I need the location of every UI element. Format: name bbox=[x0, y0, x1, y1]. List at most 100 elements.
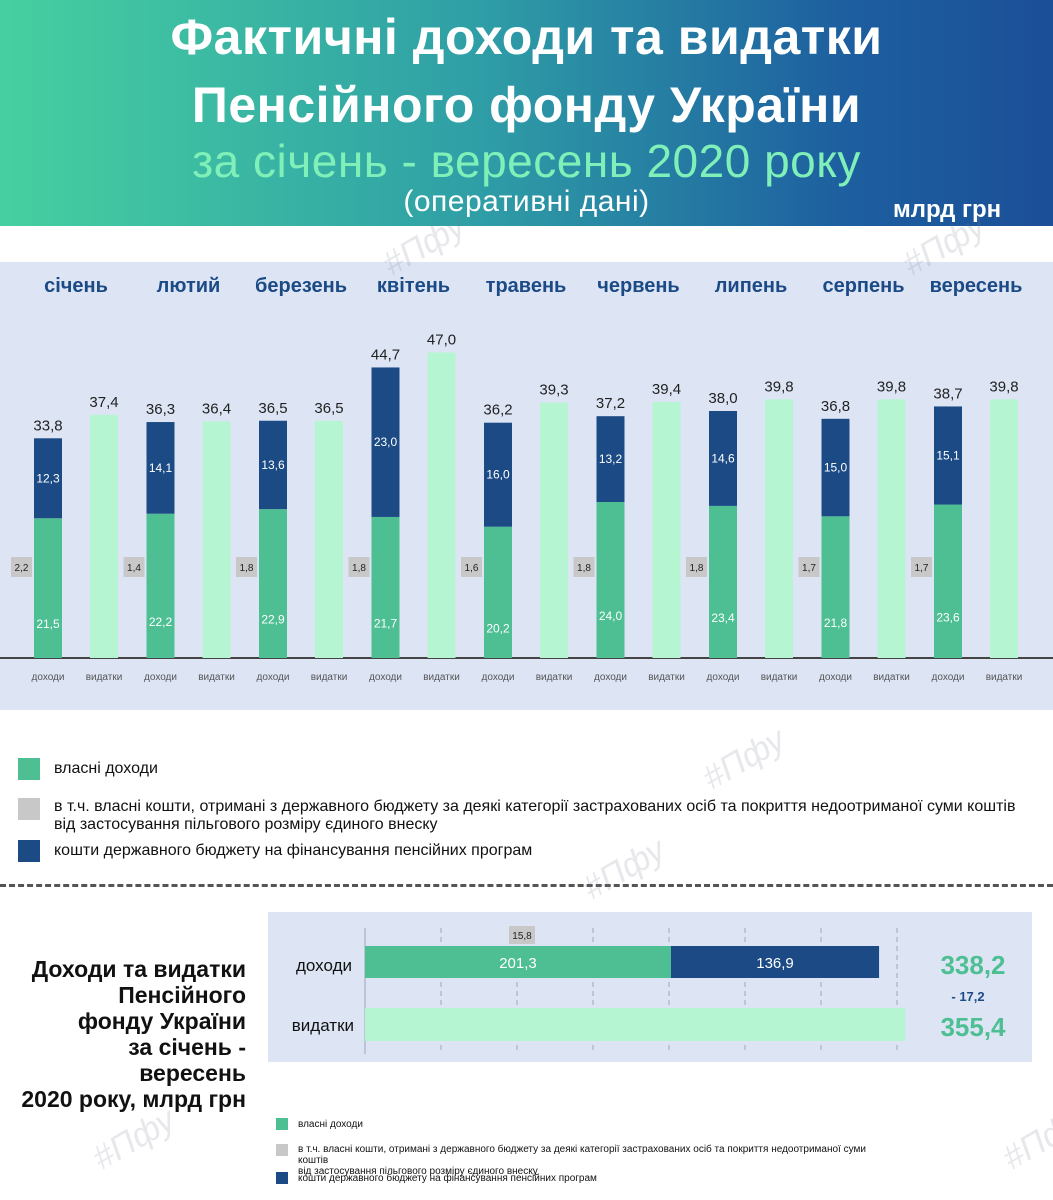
bar-own-income bbox=[484, 526, 512, 658]
bar-state-part-badge bbox=[348, 557, 370, 577]
state-part-label: 1,8 bbox=[352, 563, 366, 574]
title-line-4: (оперативні дані) bbox=[403, 185, 650, 218]
bar-state-part-badge bbox=[798, 557, 820, 577]
watermark: #Пфу bbox=[86, 1100, 182, 1178]
unit-label: млрд грн bbox=[893, 196, 1002, 223]
bar-own-income bbox=[709, 505, 737, 658]
income-total-label: 36,8 bbox=[821, 398, 850, 415]
summary-title-line: 2020 року, млрд грн bbox=[21, 1086, 246, 1112]
bar-expenses bbox=[315, 420, 343, 658]
bar-state-budget bbox=[259, 420, 287, 510]
legend-label-state: кошти державного бюджету на фінансування… bbox=[54, 842, 533, 859]
bar-label-expenses: видатки bbox=[648, 672, 685, 683]
monthly-chart-panel: січень 2,2 21,5 12,3 33,8 37,4 доходи видатки лю… bbox=[0, 262, 1053, 710]
state-budget-value-label: 23,0 bbox=[374, 435, 398, 449]
income-total-label: 36,2 bbox=[483, 402, 512, 419]
state-part-label: 2,2 bbox=[15, 563, 29, 574]
own-income-value-label: 22,2 bbox=[149, 615, 173, 629]
bar-label-expenses: видатки bbox=[873, 672, 910, 683]
summary-title-line: Доходи та видатки bbox=[31, 956, 246, 982]
own-income-value-label: 21,5 bbox=[36, 617, 60, 631]
summary-own-income-label: 201,3 bbox=[499, 955, 537, 972]
bar-state-part-badge bbox=[573, 557, 595, 577]
month-label: червень bbox=[597, 275, 679, 297]
monthly-chart: січень 2,2 21,5 12,3 33,8 37,4 доходи видатки лю… bbox=[0, 275, 1053, 683]
state-budget-value-label: 12,3 bbox=[36, 471, 60, 485]
month-label: серпень bbox=[822, 275, 904, 297]
bar-label-income: доходи bbox=[594, 672, 627, 683]
bar-label-income: доходи bbox=[707, 672, 740, 683]
summary-legend-item-state-part: в т.ч. власні кошти, отримані з державно… bbox=[276, 1144, 876, 1177]
bar-label-expenses: видатки bbox=[423, 672, 460, 683]
summary-legend-swatch-state-part bbox=[276, 1144, 288, 1156]
bar-label-expenses: видатки bbox=[86, 672, 123, 683]
state-part-label: 1,8 bbox=[690, 563, 704, 574]
bar-state-part-badge bbox=[236, 557, 257, 577]
bar-label-expenses: видатки bbox=[198, 672, 235, 683]
section-divider bbox=[0, 884, 1053, 887]
summary-bar-expenses bbox=[365, 1008, 906, 1041]
watermark: #Пфу bbox=[996, 1100, 1053, 1178]
summary-bar-own-income bbox=[365, 946, 671, 978]
summary-legend-item-state: кошти державного бюджету на фінансування… bbox=[276, 1172, 597, 1184]
month-label: липень bbox=[715, 275, 788, 297]
state-budget-value-label: 13,6 bbox=[261, 458, 285, 472]
summary-legend-label-state-part: в т.ч. власні кошти, отримані з державно… bbox=[298, 1144, 876, 1177]
summary-title-line: Пенсійного bbox=[118, 982, 246, 1008]
summary-legend-swatch-own bbox=[276, 1118, 288, 1130]
expense-value-label: 47,0 bbox=[427, 332, 456, 349]
income-total-label: 44,7 bbox=[371, 346, 400, 363]
own-income-value-label: 21,8 bbox=[824, 616, 848, 630]
state-part-label: 1,8 bbox=[240, 563, 254, 574]
income-total-label: 38,0 bbox=[708, 390, 737, 407]
legend-label-state-part-line1: в т.ч. власні кошти, отримані з державно… bbox=[54, 798, 1016, 815]
bar-expenses bbox=[427, 352, 456, 658]
income-total-label: 37,2 bbox=[596, 395, 625, 412]
income-total-label: 33,8 bbox=[33, 417, 62, 434]
bar-state-budget bbox=[596, 416, 625, 502]
state-budget-value-label: 14,6 bbox=[711, 451, 735, 465]
bar-own-income bbox=[34, 518, 62, 658]
bar-state-part-badge bbox=[123, 557, 145, 577]
bar-state-part-badge bbox=[911, 557, 932, 577]
expense-value-label: 39,8 bbox=[764, 378, 793, 395]
bar-label-income: доходи bbox=[819, 672, 852, 683]
month-label: травень bbox=[486, 275, 567, 297]
bar-expenses bbox=[90, 414, 118, 658]
state-budget-value-label: 16,0 bbox=[486, 468, 510, 482]
bar-state-part-badge bbox=[686, 557, 707, 577]
summary-legend-label-own: власні доходи bbox=[298, 1119, 363, 1130]
legend-swatch-own bbox=[18, 758, 40, 780]
legend: власні доходи в т.ч. власні кошти, отрим… bbox=[0, 740, 1053, 880]
month-label: лютий bbox=[157, 275, 221, 297]
income-total-label: 36,5 bbox=[258, 400, 287, 417]
summary-legend-label-state-part-line2: від застосування пільгового розміру єдин… bbox=[298, 1166, 538, 1177]
bar-state-budget bbox=[146, 422, 175, 514]
bar-own-income bbox=[146, 513, 175, 658]
expense-value-label: 36,5 bbox=[314, 400, 343, 417]
own-income-value-label: 21,7 bbox=[374, 616, 398, 630]
income-total-label: 38,7 bbox=[933, 385, 962, 402]
legend-label-state-part-line2: від застосування пільгового розміру єдин… bbox=[54, 816, 438, 833]
own-income-value-label: 22,9 bbox=[261, 613, 285, 627]
legend-item-state-part: в т.ч. власні кошти, отримані з державно… bbox=[18, 798, 1015, 834]
summary-chart-panel: доходи видатки 201,3 136,9 15,8 338,2 - 17,2 35… bbox=[268, 912, 1032, 1062]
state-budget-value-label: 15,1 bbox=[936, 449, 960, 463]
summary-expenses-total: 355,4 bbox=[940, 1012, 1006, 1042]
bar-state-budget bbox=[371, 367, 400, 517]
month-label: березень bbox=[255, 275, 347, 297]
summary-bar-state-budget bbox=[670, 946, 880, 978]
bar-label-expenses: видатки bbox=[311, 672, 348, 683]
bar-label-income: доходи bbox=[482, 672, 515, 683]
bar-own-income bbox=[259, 509, 287, 658]
bar-expenses bbox=[765, 399, 793, 658]
title-line-2: Пенсійного фонду України bbox=[191, 77, 862, 133]
summary-legend-label-state-part-line1: в т.ч. власні кошти, отримані з державно… bbox=[298, 1144, 866, 1166]
summary-state-part-badge bbox=[509, 926, 535, 944]
bar-expenses bbox=[652, 401, 681, 658]
legend-item-own: власні доходи bbox=[18, 758, 158, 780]
legend-label-state-part: в т.ч. власні кошти, отримані з державно… bbox=[54, 798, 1015, 834]
bar-label-expenses: видатки bbox=[986, 672, 1023, 683]
own-income-value-label: 23,4 bbox=[711, 611, 735, 625]
month-label: вересень bbox=[930, 275, 1023, 297]
